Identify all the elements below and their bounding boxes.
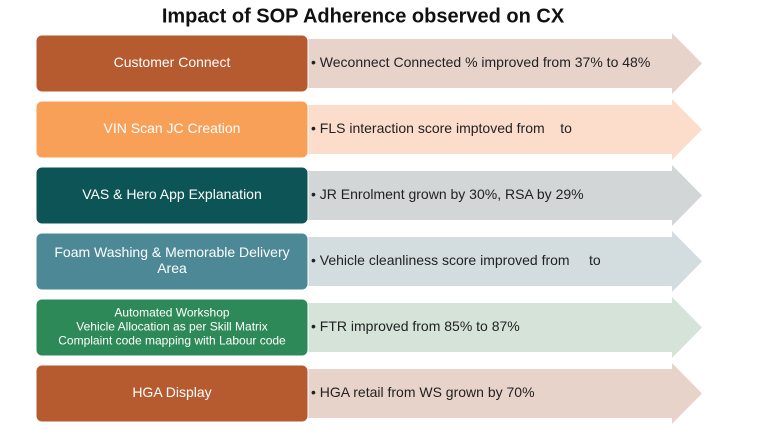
arrow-band — [300, 99, 702, 160]
label-text: Area — [157, 260, 187, 276]
label-text: Vehicle Allocation as per Skill Matrix — [76, 320, 267, 334]
row-text: • Vehicle cleanliness score improved fro… — [311, 252, 601, 268]
label-text: HGA Display — [132, 384, 211, 400]
label-box — [35, 232, 309, 291]
row-text: • JR Enrolment grown by 30%, RSA by 29% — [311, 186, 584, 202]
arrow-band — [300, 231, 702, 292]
slide-title: Impact of SOP Adherence observed on CX — [162, 5, 565, 27]
arrow-band — [300, 363, 702, 424]
row-text: • FTR improved from 85% to 87% — [311, 318, 520, 334]
arrow-band — [300, 297, 702, 358]
label-text: Complaint code mapping with Labour code — [58, 334, 286, 348]
label-box — [35, 100, 309, 159]
label-box — [35, 364, 309, 423]
label-text: VIN Scan JC Creation — [104, 120, 241, 136]
label-text: Automated Workshop — [114, 306, 229, 320]
row-text: • HGA retail from WS grown by 70% — [311, 384, 535, 400]
row-text: • FLS interaction score imptoved from to — [311, 120, 572, 136]
label-text: Foam Washing & Memorable Delivery — [54, 244, 289, 260]
arrow-band — [300, 165, 702, 226]
arrow-band — [300, 33, 702, 94]
label-text: VAS & Hero App Explanation — [82, 186, 262, 202]
label-box — [35, 166, 309, 225]
label-box — [35, 34, 309, 93]
row-text: • Weconnect Connected % improved from 37… — [311, 54, 650, 70]
label-text: Customer Connect — [114, 54, 231, 70]
label-box — [35, 298, 309, 357]
